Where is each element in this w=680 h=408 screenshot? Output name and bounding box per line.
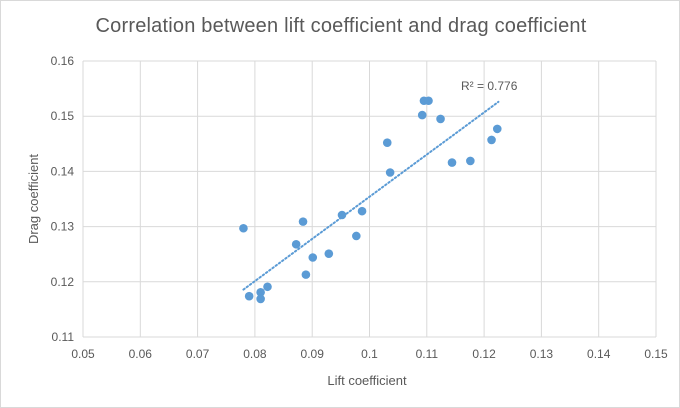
y-tick-label: 0.11: [52, 330, 75, 344]
chart-title: Correlation between lift coefficient and…: [95, 15, 587, 37]
y-tick-label: 0.16: [51, 54, 75, 68]
data-point: [263, 282, 272, 292]
x-tick-label: 0.07: [186, 347, 210, 361]
x-tick-label: 0.1: [361, 347, 378, 361]
trendline-layer: [242, 100, 500, 291]
data-point: [417, 110, 427, 120]
y-axis-title: Drag coefficient: [26, 154, 41, 244]
x-tick-label: 0.11: [416, 347, 439, 361]
data-point: [424, 96, 433, 106]
x-tick-label: 0.12: [472, 347, 496, 361]
data-point: [324, 249, 334, 258]
r-squared-label: R² = 0.776: [461, 79, 518, 93]
trendline: [242, 100, 500, 291]
y-tick-label: 0.14: [51, 164, 75, 178]
x-tick-label: 0.15: [644, 347, 668, 361]
data-point: [291, 239, 301, 249]
gridlines: [82, 60, 657, 338]
data-point: [385, 168, 395, 177]
data-point: [256, 287, 265, 297]
data-point: [492, 124, 502, 134]
data-point: [256, 294, 265, 304]
data-point: [447, 158, 457, 167]
data-point: [244, 291, 254, 301]
x-tick-label: 0.14: [587, 347, 611, 361]
y-tick-label: 0.13: [51, 220, 75, 234]
data-point: [301, 270, 311, 279]
data-point: [357, 206, 367, 216]
y-tick-label: 0.15: [51, 109, 75, 123]
x-tick-label: 0.09: [301, 347, 325, 361]
x-tick-label: 0.13: [530, 347, 554, 361]
x-axis-title: Lift coefficient: [327, 373, 407, 388]
data-point: [382, 138, 392, 147]
data-point: [487, 135, 496, 145]
data-point: [239, 223, 248, 233]
data-point: [308, 253, 318, 262]
tick-labels: 0.05 0.06 0.07 0.08 0.09 0.1 0.11 0.12 0.13 0.14 0…: [51, 54, 668, 361]
data-points: [239, 96, 502, 304]
x-tick-label: 0.08: [243, 347, 267, 361]
data-point: [466, 156, 475, 166]
data-point: [352, 231, 361, 241]
data-point: [298, 217, 308, 226]
data-point: [436, 114, 445, 124]
y-tick-label: 0.12: [51, 275, 75, 289]
data-point: [337, 210, 347, 220]
x-tick-label: 0.06: [129, 347, 153, 361]
x-tick-label: 0.05: [71, 347, 95, 361]
